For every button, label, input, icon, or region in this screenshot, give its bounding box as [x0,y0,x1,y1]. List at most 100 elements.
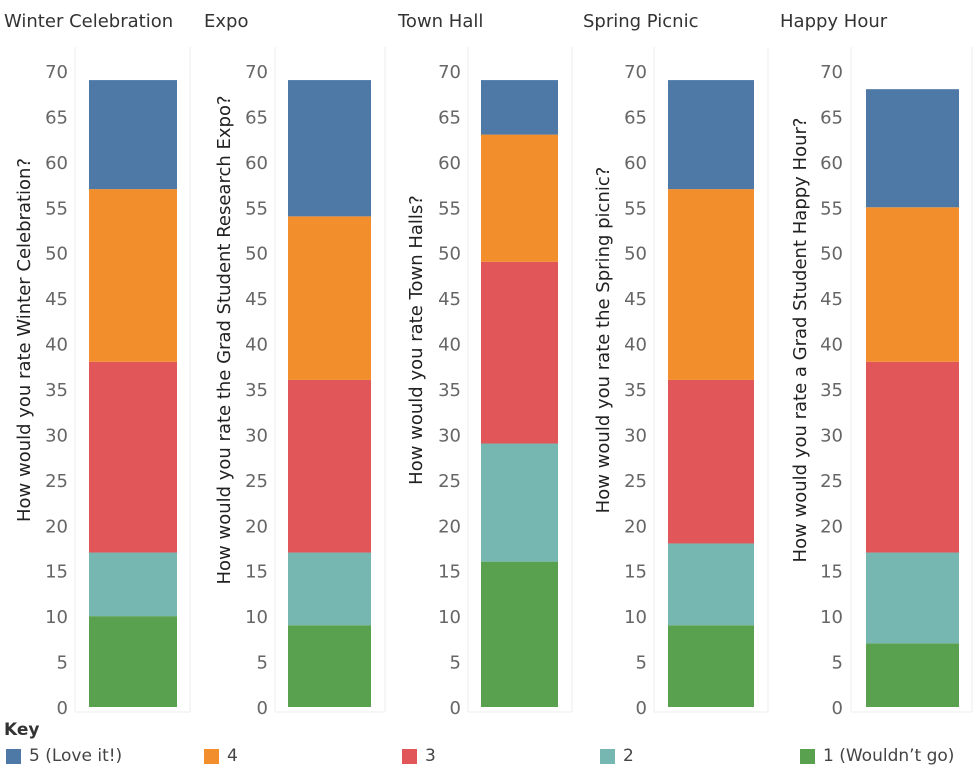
panel-2-tick-70: 70 [245,62,268,83]
panel-2-tick-55: 55 [245,198,268,219]
panel-5-y-axis-label: How would you rate a Grad Student Happy … [790,118,811,563]
panel-4-tick-15: 15 [624,562,647,583]
legend-item-4: 4 [204,746,238,766]
panel-3-tick-40: 40 [438,335,461,356]
panel-1-tick-65: 65 [45,107,68,128]
panel-1-bar-segment-2 [89,552,177,617]
panel-2-tick-45: 45 [245,289,268,310]
panel-2-tick-65: 65 [245,107,268,128]
panel-4-tick-35: 35 [624,380,647,401]
panel-2-tick-20: 20 [245,516,268,537]
panel-5-bar-segment-2 [866,552,959,644]
panel-3-bar-segment-3 [481,261,558,444]
legend-swatch-4 [204,748,219,764]
panel-1-bar-segment-5 [89,80,177,190]
panel-1-tick-25: 25 [45,471,68,492]
legend-label-3: 3 [425,746,436,766]
panel-2-tick-30: 30 [245,425,268,446]
panel-2-tick-5: 5 [257,653,268,674]
panel-4-y-axis-label: How would you rate the Spring picnic? [593,167,614,514]
panel-1-tick-45: 45 [45,289,68,310]
legend-item-5: 5 (Love it!) [6,746,122,766]
panel-5-tick-30: 30 [820,425,843,446]
panel-2-bar-segment-5 [288,80,371,217]
panel-2-tick-50: 50 [245,244,268,265]
panel-3-tick-10: 10 [438,607,461,628]
panel-3-tick-70: 70 [438,62,461,83]
panel-5-tick-50: 50 [820,244,843,265]
panel-3-tick-5: 5 [450,653,461,674]
panel-4-tick-30: 30 [624,425,647,446]
panel-2-tick-15: 15 [245,562,268,583]
panel-3-y-axis-label: How would you rate Town Halls? [406,195,427,485]
panel-1-tick-60: 60 [45,153,68,174]
panel-5-tick-15: 15 [820,562,843,583]
panel-5-tick-35: 35 [820,380,843,401]
panel-5-tick-5: 5 [832,653,843,674]
panel-5-tick-10: 10 [820,607,843,628]
panel-2-title: Expo [204,11,248,32]
panel-2-tick-25: 25 [245,471,268,492]
panel-5-bar-segment-1 [866,643,959,707]
legend-label-5: 5 (Love it!) [29,746,123,766]
panel-2-tick-35: 35 [245,380,268,401]
panel-2-tick-0: 0 [257,698,268,719]
panel-5-bar-segment-4 [866,207,959,362]
panel-4-title: Spring Picnic [583,11,698,32]
panel-4-tick-50: 50 [624,244,647,265]
panel-2-tick-40: 40 [245,335,268,356]
panel-4-bar-segment-1 [668,625,754,707]
panel-3-tick-35: 35 [438,380,461,401]
legend-swatch-2 [600,748,615,764]
panel-4-bar-segment-2 [668,543,754,626]
panel-4-bar-segment-4 [668,189,754,380]
panel-4-tick-65: 65 [624,107,647,128]
panel-3-tick-45: 45 [438,289,461,310]
panel-3-tick-30: 30 [438,425,461,446]
panel-3-tick-25: 25 [438,471,461,492]
panel-1-tick-15: 15 [45,562,68,583]
panel-5-tick-0: 0 [832,698,843,719]
panel-2-bar-segment-3 [288,379,371,553]
panel-2-tick-60: 60 [245,153,268,174]
panel-1-tick-5: 5 [57,653,68,674]
legend-title: Key [4,720,40,740]
panel-2-y-axis-label: How would you rate the Grad Student Rese… [214,95,235,584]
panel-3-tick-20: 20 [438,516,461,537]
panel-4-tick-55: 55 [624,198,647,219]
panel-1-bar-segment-4 [89,189,177,362]
panel-4-tick-20: 20 [624,516,647,537]
panel-3-tick-55: 55 [438,198,461,219]
panel-4-tick-40: 40 [624,335,647,356]
panel-5-tick-45: 45 [820,289,843,310]
legend-item-1: 1 (Wouldn’t go) [800,746,954,766]
panel-1-tick-20: 20 [45,516,68,537]
panel-1-tick-0: 0 [57,698,68,719]
panel-4-tick-70: 70 [624,62,647,83]
panel-3-title: Town Hall [397,11,483,32]
panel-2-tick-10: 10 [245,607,268,628]
panel-5-tick-65: 65 [820,107,843,128]
panel-1-tick-10: 10 [45,607,68,628]
panel-4-tick-5: 5 [636,653,647,674]
panel-4-tick-25: 25 [624,471,647,492]
legend-label-1: 1 (Wouldn’t go) [823,746,955,766]
panel-3-tick-50: 50 [438,244,461,265]
panel-3-tick-60: 60 [438,153,461,174]
panel-1-tick-35: 35 [45,380,68,401]
panel-5-tick-55: 55 [820,198,843,219]
panel-4-bar-segment-5 [668,80,754,190]
panel-4-bar-segment-3 [668,379,754,544]
panel-3-tick-15: 15 [438,562,461,583]
panel-5-tick-40: 40 [820,335,843,356]
panel-1-bar-segment-1 [89,616,177,707]
panel-5-tick-60: 60 [820,153,843,174]
panel-1-tick-50: 50 [45,244,68,265]
panel-5-title: Happy Hour [780,11,888,32]
panel-3-bar-segment-4 [481,134,558,262]
panel-4-tick-45: 45 [624,289,647,310]
panel-2-bar-segment-2 [288,552,371,626]
legend-item-3: 3 [402,746,436,766]
panel-3-bar-segment-2 [481,443,558,562]
panel-3-bar-segment-5 [481,80,558,135]
